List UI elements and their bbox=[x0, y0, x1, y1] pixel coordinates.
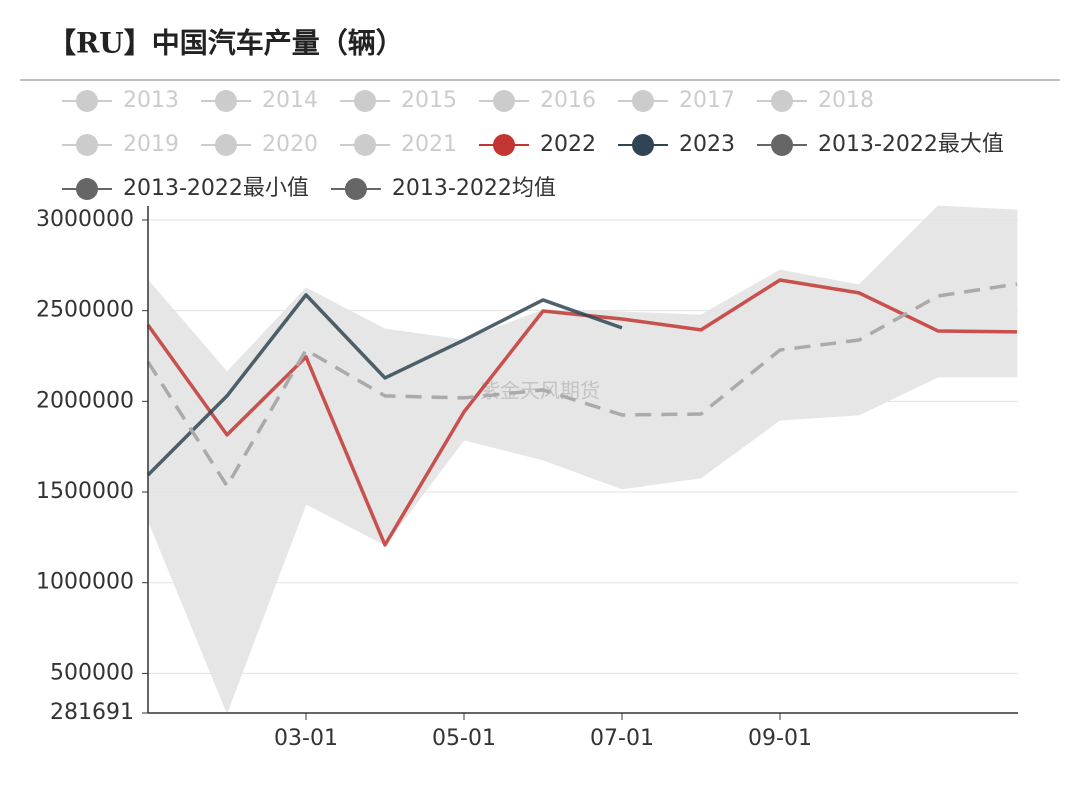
legend-dot bbox=[215, 134, 237, 156]
axis-layer: 281691 500000 1000000 1500000 2000000 2500000… bbox=[36, 206, 1018, 751]
legend-item[interactable]: 2014 bbox=[201, 88, 318, 113]
legend-item[interactable]: 2022 bbox=[479, 132, 596, 157]
legend-label: 2013-2022最小值 bbox=[123, 176, 309, 201]
legend-dot bbox=[632, 134, 654, 156]
legend-label: 2013-2022最大值 bbox=[818, 132, 1004, 157]
legend-dot bbox=[344, 178, 367, 200]
legend-label: 2016 bbox=[540, 88, 596, 113]
y-tick-label: 1500000 bbox=[36, 479, 134, 504]
legend-item[interactable]: 2013-2022均值 bbox=[330, 176, 556, 201]
legend-label: 2015 bbox=[401, 88, 457, 113]
y-tick-label: 2500000 bbox=[36, 298, 134, 323]
legend-dot bbox=[76, 90, 98, 112]
legend-label: 2022 bbox=[540, 132, 596, 157]
band-layer bbox=[147, 205, 1018, 714]
legend-label: 2013-2022均值 bbox=[392, 176, 556, 201]
legend-item[interactable]: 2013-2022最大值 bbox=[757, 132, 1004, 157]
legend-label: 2021 bbox=[401, 132, 457, 157]
y-tick-label: 3000000 bbox=[36, 207, 134, 232]
y-tick-label: 281691 bbox=[50, 700, 134, 725]
legend-dot bbox=[632, 90, 654, 112]
legend-label: 2013 bbox=[123, 88, 179, 113]
legend-dot bbox=[493, 90, 515, 112]
legend-item[interactable]: 2019 bbox=[62, 132, 179, 157]
y-tick-label: 1000000 bbox=[36, 570, 134, 595]
legend-item[interactable]: 2015 bbox=[340, 88, 457, 113]
y-tick-label: 500000 bbox=[50, 660, 134, 685]
legend-item[interactable]: 2016 bbox=[479, 88, 596, 113]
legend-label: 2018 bbox=[818, 88, 874, 113]
legend-label: 2023 bbox=[679, 132, 735, 157]
legend-dot bbox=[76, 178, 98, 200]
legend-dot bbox=[354, 90, 376, 112]
legend-dot bbox=[493, 134, 515, 156]
legend: 2013 2014 2015 2016 2017 2018 2019 2020 2021 2022… bbox=[62, 88, 1004, 201]
legend-item[interactable]: 2021 bbox=[340, 132, 457, 157]
legend-item[interactable]: 2020 bbox=[201, 132, 318, 157]
legend-label: 2014 bbox=[262, 88, 318, 113]
legend-item[interactable]: 2013-2022最小值 bbox=[62, 176, 309, 201]
range-band bbox=[305, 287, 386, 546]
range-band bbox=[147, 278, 228, 714]
legend-item[interactable]: 2017 bbox=[618, 88, 735, 113]
legend-label: 2019 bbox=[123, 132, 179, 157]
legend-dot bbox=[771, 134, 793, 156]
y-tick-label: 2000000 bbox=[36, 388, 134, 413]
legend-item[interactable]: 2018 bbox=[757, 88, 874, 113]
legend-dot bbox=[771, 90, 793, 112]
legend-item[interactable]: 2013 bbox=[62, 88, 179, 113]
x-tick-label: 03-01 bbox=[274, 726, 338, 751]
legend-item[interactable]: 2023 bbox=[618, 132, 735, 157]
series-line bbox=[146, 293, 623, 477]
legend-dot bbox=[354, 134, 376, 156]
range-band bbox=[384, 328, 465, 547]
legend-dot bbox=[76, 134, 98, 156]
x-tick-label: 05-01 bbox=[432, 726, 496, 751]
range-band bbox=[621, 311, 702, 490]
legend-label: 2020 bbox=[262, 132, 318, 157]
x-tick-label: 07-01 bbox=[590, 726, 654, 751]
series-line bbox=[146, 282, 1018, 488]
range-band bbox=[700, 269, 781, 479]
range-band bbox=[226, 286, 307, 714]
x-tick-label: 09-01 bbox=[748, 726, 812, 751]
chart-title: 【RU】中国汽车产量（辆） bbox=[48, 27, 404, 60]
line-layer bbox=[146, 278, 1018, 547]
legend-dot bbox=[215, 90, 237, 112]
legend-label: 2017 bbox=[679, 88, 735, 113]
